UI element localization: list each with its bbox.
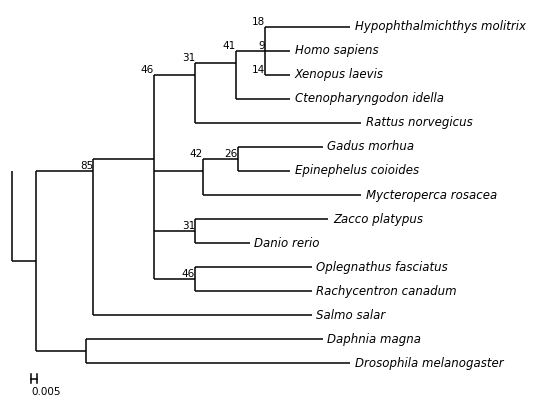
Text: Daphnia magna: Daphnia magna <box>328 333 421 346</box>
Text: Xenopus laevis: Xenopus laevis <box>295 68 383 81</box>
Text: Ctenopharyngodon idella: Ctenopharyngodon idella <box>295 92 444 105</box>
Text: 9: 9 <box>259 41 265 51</box>
Text: 41: 41 <box>222 41 236 51</box>
Text: Gadus morhua: Gadus morhua <box>328 140 415 154</box>
Text: 26: 26 <box>224 149 238 159</box>
Text: Hypophthalmichthys molitrix: Hypophthalmichthys molitrix <box>355 20 526 33</box>
Text: 31: 31 <box>182 221 195 231</box>
Text: 46: 46 <box>141 65 154 75</box>
Text: 0.005: 0.005 <box>31 387 61 397</box>
Text: 14: 14 <box>252 65 265 75</box>
Text: Mycteroperca rosacea: Mycteroperca rosacea <box>365 188 497 202</box>
Text: Salmo salar: Salmo salar <box>317 309 386 322</box>
Text: 85: 85 <box>80 161 94 171</box>
Text: Oplegnathus fasciatus: Oplegnathus fasciatus <box>317 260 448 274</box>
Text: Rattus norvegicus: Rattus norvegicus <box>365 116 473 130</box>
Text: 46: 46 <box>182 269 195 279</box>
Text: 18: 18 <box>252 17 265 27</box>
Text: Homo sapiens: Homo sapiens <box>295 44 378 57</box>
Text: Rachycentron canadum: Rachycentron canadum <box>317 285 457 298</box>
Text: Danio rerio: Danio rerio <box>254 236 319 250</box>
Text: Zacco platypus: Zacco platypus <box>333 212 423 226</box>
Text: 42: 42 <box>190 149 203 159</box>
Text: 31: 31 <box>182 53 195 63</box>
Text: Epinephelus coioides: Epinephelus coioides <box>295 164 419 178</box>
Text: Drosophila melanogaster: Drosophila melanogaster <box>355 357 503 370</box>
